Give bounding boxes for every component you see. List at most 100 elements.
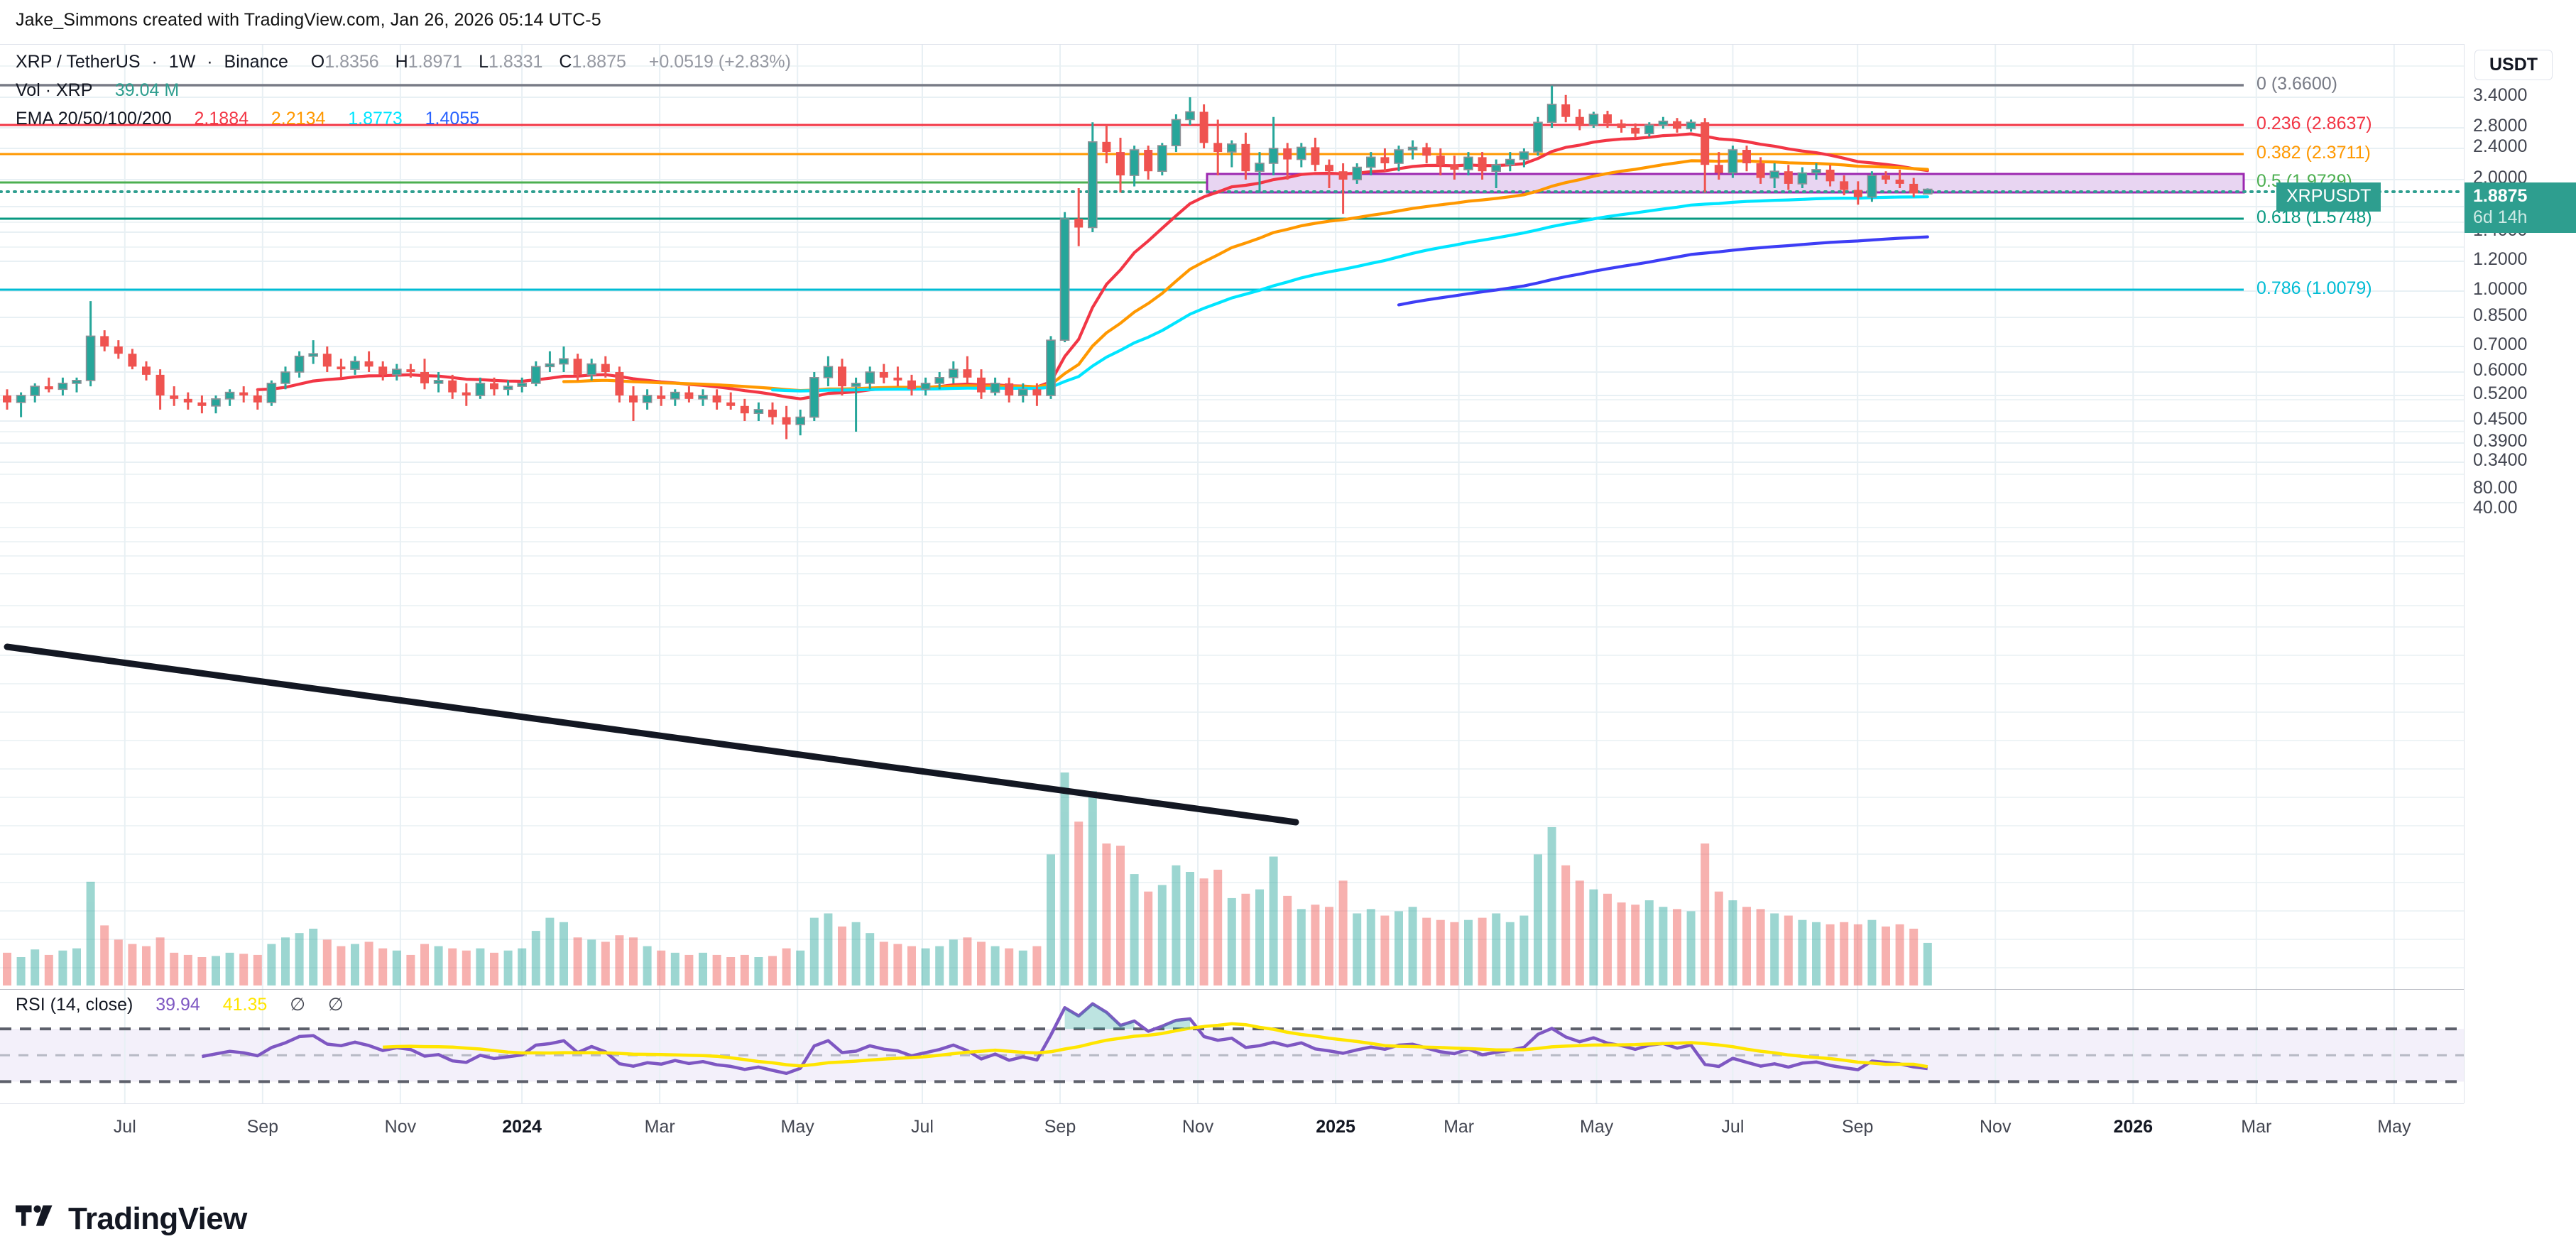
volume-bar [281,937,290,985]
candle-body [44,386,53,390]
candle-body [364,361,373,367]
time-tick: Nov [1980,1117,2012,1137]
time-tick: May [780,1117,814,1137]
volume-bar [629,937,638,985]
volume-bar [838,926,846,985]
candle-body [698,395,708,400]
candle-body [1603,114,1612,124]
volume-bar [183,954,192,985]
volume-bar [322,939,332,985]
volume-bar [1157,885,1167,985]
volume-bar [1478,917,1487,985]
volume-bar [1338,880,1348,985]
candle-body [851,383,861,387]
candle-body [907,380,916,390]
time-tick: Nov [384,1117,417,1137]
volume-bar [1436,919,1445,985]
candle-body [1728,149,1738,174]
volume-bar [1895,924,1904,985]
time-tick: May [1580,1117,1614,1137]
candle-body [406,369,415,372]
volume-bar [1519,915,1529,985]
volume-bar [128,944,137,985]
volume-bar [142,946,151,985]
candle-body [1018,388,1028,396]
candle-body [1241,143,1250,172]
volume-bar [462,950,471,985]
candle-body [1895,180,1904,184]
volume-bar [879,941,888,985]
time-tick: Mar [644,1117,675,1137]
candle-body [573,359,582,375]
attribution-text: Jake_Simmons created with TradingView.co… [16,10,601,30]
price-tick: 0.3400 [2473,450,2528,470]
volume-bar [1728,900,1737,985]
fib-label-0-236: 0.236 (2.8637) [2256,114,2372,133]
bar-countdown: 6d 14h [2473,207,2528,227]
candle-body [322,354,332,367]
time-tick: Sep [246,1117,279,1137]
volume-bar [1283,895,1292,985]
volume-bar [684,954,694,985]
candle-body [1213,143,1223,153]
volume-bar [1561,865,1571,985]
volume-bar [434,946,443,985]
volume-bar [601,941,610,985]
candle-body [1561,104,1571,117]
volume-bar [615,935,624,985]
volume-bar [768,956,777,985]
price-axis[interactable]: USDT 3.40002.80002.40002.00001.70001.400… [2464,44,2576,1103]
candle-body [239,392,249,395]
candle-body [1325,165,1333,172]
volume-bar [1408,907,1417,985]
volume-bar [16,957,26,985]
time-tick: May [2377,1117,2411,1137]
price-pane: XRP / TetherUS · 1W · Binance O1.8356 H1… [0,45,2465,989]
candle-body [1825,169,1835,182]
candle-body [879,372,888,378]
candle-body [1436,155,1445,165]
volume-bar [866,933,875,985]
volume-bar [796,950,805,985]
volume-bar [309,929,318,985]
candle-body [350,361,360,370]
candle-body [1867,175,1877,198]
rsi-overbought-area [1064,1003,1135,1030]
candle-body [949,368,959,378]
candle-body [253,395,262,403]
rsi-pane: RSI (14, close) 39.94 41.35 ∅ ∅ [0,989,2464,1105]
volume-bar [1172,865,1181,985]
candle-body [1546,104,1557,124]
price-tick: 40.00 [2473,498,2518,518]
candle-body [170,395,179,399]
candle-body [72,380,82,384]
candle-body [545,363,555,368]
volume-bar [503,950,513,985]
candle-body [1923,188,1933,195]
volume-bar [364,941,373,985]
volume-bar [1311,905,1320,985]
volume-bar [406,954,415,985]
candle-body [1283,148,1292,160]
candle-body [211,398,221,407]
volume-bar [225,952,234,985]
candle-body [1769,170,1779,179]
candle-body [1199,111,1208,143]
time-axis[interactable]: Jul Sep Nov 2024 Mar May Jul Sep Nov 2025 Mar May Ju… [0,1103,2464,1146]
candle-body [559,358,569,365]
volume-bar [754,957,763,985]
volume-bar [1492,913,1501,985]
candle-body [1450,165,1459,170]
candle-body [1686,121,1696,130]
candle-body [838,366,846,387]
candle-body [601,364,610,372]
candle-body [1407,146,1418,151]
candle-body [1185,111,1195,121]
volume-bar [3,952,11,985]
candle-body [990,383,1000,393]
volume-bar [1464,919,1473,985]
volume-bar [1686,911,1696,985]
candle-body [1588,114,1599,126]
time-tick: Sep [1841,1117,1874,1137]
volume-bar [1353,913,1362,985]
